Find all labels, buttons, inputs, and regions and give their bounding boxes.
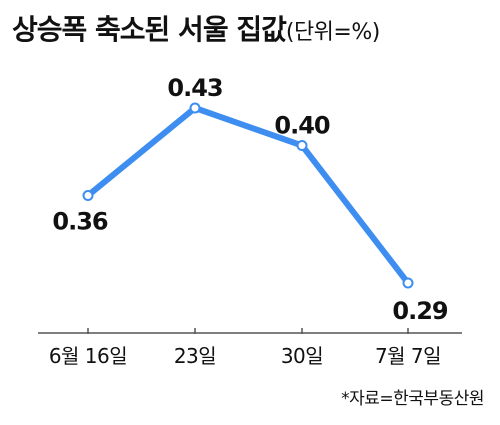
chart-title-block: 상승폭 축소된 서울 집값(단위=%) [12,8,380,56]
data-point [402,277,414,289]
x-tick-label: 6월 16일 [49,344,127,368]
data-point [189,102,201,114]
data-label: 0.29 [392,297,448,325]
x-tick-label: 30일 [281,344,323,368]
data-label: 0.40 [274,112,330,140]
data-label: 0.36 [52,208,108,236]
x-tick-label: 23일 [174,344,216,368]
chart-unit: (단위=%) [285,20,380,45]
source-note: *자료=한국부동산원 [341,389,484,409]
data-point [296,140,308,151]
data-point [82,190,94,201]
data-label: 0.43 [167,74,222,102]
x-tick-label: 7월 7일 [375,344,441,368]
chart-title: 상승폭 축소된 서울 집값 [12,13,287,46]
series-line [85,105,411,286]
